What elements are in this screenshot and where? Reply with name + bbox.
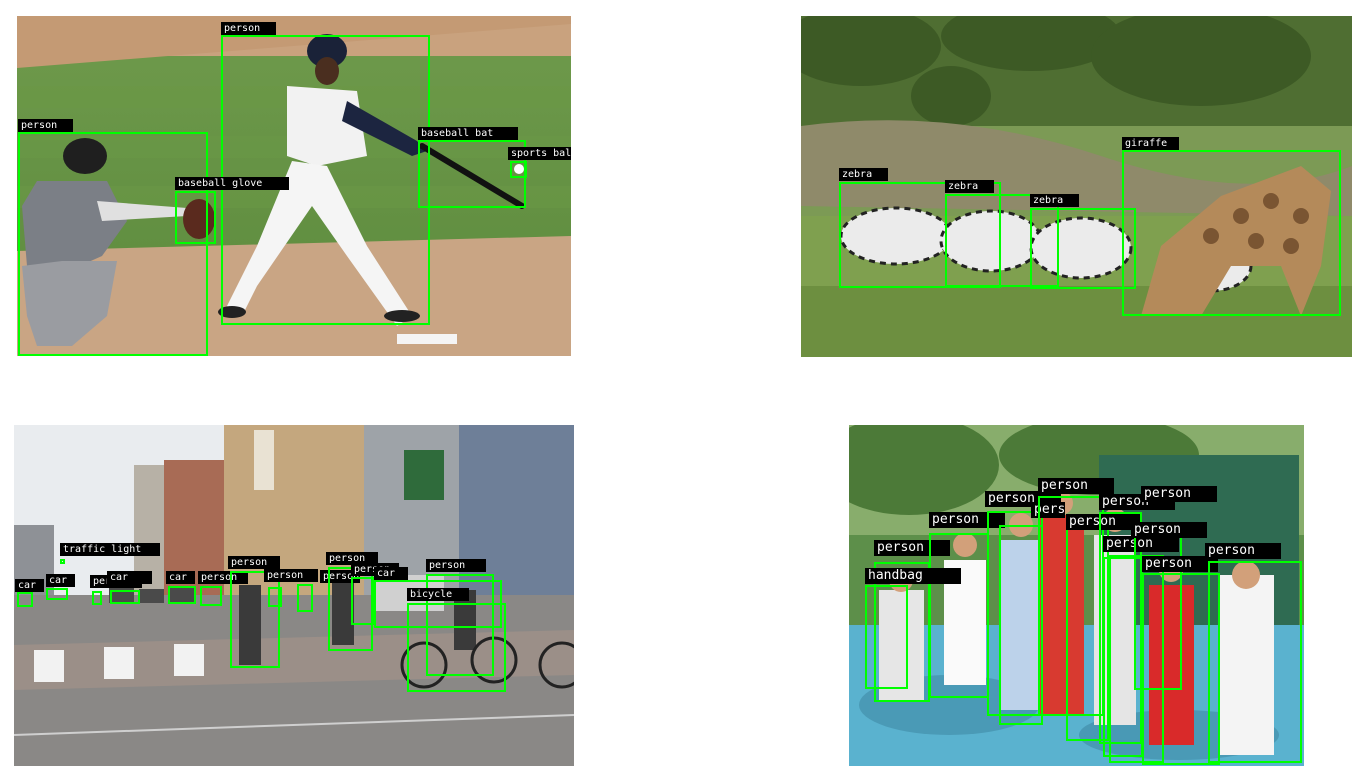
detection-box [1109, 555, 1164, 763]
detection-label: person [221, 22, 276, 35]
detection-label: person [1141, 486, 1217, 502]
detection-box [929, 533, 989, 698]
detection-label: person [1038, 478, 1114, 494]
detection-label: person [228, 556, 280, 569]
detection-box [1208, 561, 1302, 763]
detection-label: handbag [865, 568, 961, 584]
detection-box [426, 574, 494, 676]
detection-label: person [1142, 556, 1218, 572]
detection-label: car [46, 574, 75, 587]
detection-label: person [426, 559, 486, 572]
detection-label: car [166, 571, 195, 584]
detection-box [1122, 150, 1341, 316]
baseball-photo-background [17, 16, 571, 356]
detection-label: person [929, 512, 1005, 528]
detection-box [510, 161, 527, 178]
tennis-group-photo: person person person person person perso… [849, 425, 1304, 766]
detection-label: car [107, 571, 152, 584]
detection-box [230, 571, 280, 668]
detection-label: baseball glove [175, 177, 289, 190]
detection-label: person [1131, 522, 1207, 538]
detection-box [328, 567, 373, 651]
detection-box [1030, 208, 1136, 289]
baseball-photo: person person baseball bat sports ball b… [17, 16, 571, 356]
detection-label: traffic light [60, 543, 160, 556]
detection-box [168, 586, 196, 604]
detection-box [1142, 573, 1220, 765]
zebra-giraffe-photo: giraffe zebra zebra zebra [801, 16, 1352, 357]
street-photo: traffic light car car person car car per… [14, 425, 574, 766]
detection-box [297, 584, 313, 612]
detection-box [999, 525, 1043, 725]
detection-label: sports ball [508, 147, 571, 160]
detection-box [945, 194, 1059, 287]
detection-label: person [326, 552, 378, 565]
savanna-photo-background [801, 16, 1352, 357]
detection-box [268, 587, 282, 607]
detection-label: person [1066, 514, 1142, 530]
detection-box [46, 588, 68, 600]
detection-box [175, 191, 216, 244]
detection-label: person [874, 540, 950, 556]
detection-label: bicycle [407, 588, 469, 601]
detection-label: person [18, 119, 73, 132]
detection-box [18, 132, 208, 356]
detection-box [407, 603, 506, 692]
detection-label: zebra [839, 168, 888, 181]
detection-label: person [1205, 543, 1281, 559]
detection-label: zebra [945, 180, 994, 193]
detection-label: person [320, 570, 360, 583]
detection-box [351, 577, 375, 625]
detection-label: car [374, 567, 408, 580]
detection-box [17, 592, 33, 607]
detection-box [60, 559, 65, 564]
detection-box [92, 591, 102, 605]
detection-label: baseball bat [418, 127, 518, 140]
detection-label: person [264, 569, 318, 582]
detection-label: car [15, 579, 44, 592]
detection-label: zebra [1030, 194, 1079, 207]
detection-label: person [1103, 536, 1179, 552]
detection-box [200, 586, 222, 606]
detection-box [110, 590, 140, 604]
detection-box [839, 182, 1001, 288]
detection-label: person [198, 571, 248, 584]
detection-label: giraffe [1122, 137, 1179, 150]
detection-box [865, 585, 908, 689]
